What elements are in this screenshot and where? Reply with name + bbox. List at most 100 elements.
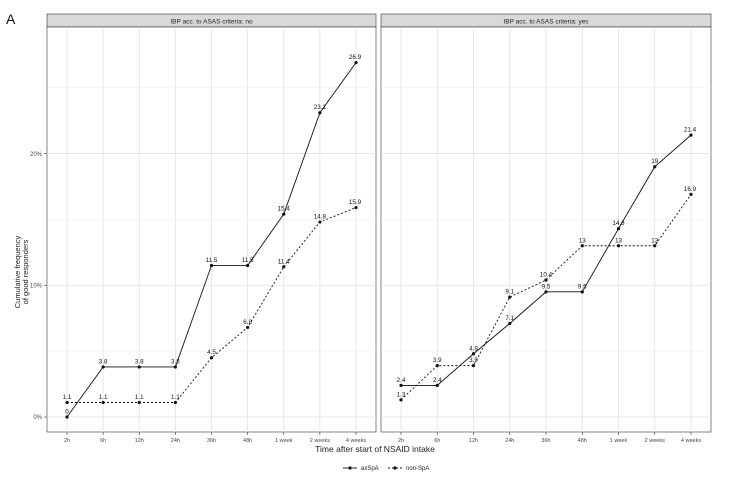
data-label: 15.4 — [278, 206, 291, 213]
data-point — [282, 265, 286, 269]
data-label: 11.5 — [242, 257, 254, 264]
data-label: 3.8 — [135, 358, 144, 365]
data-label: 15.9 — [349, 199, 362, 206]
data-label: 4.5 — [207, 349, 216, 356]
x-tick-label: 36h — [541, 438, 550, 444]
x-tick-label: 48h — [578, 438, 587, 444]
legend-key-point — [348, 466, 352, 470]
panel-2: IBP acc. to ASAS criteria: yes 2h 6h 12h 24h… — [380, 13, 712, 444]
data-label: 13 — [651, 237, 659, 244]
data-label: 3.8 — [171, 358, 180, 365]
data-point — [246, 325, 250, 330]
y-tick-label: 10% — [30, 283, 43, 289]
data-label: 4.8 — [469, 345, 478, 352]
data-label: 2.4 — [397, 377, 406, 384]
data-label: 11.4 — [278, 258, 290, 265]
data-label: 13 — [615, 237, 623, 244]
x-tick-label: 12h — [469, 438, 478, 444]
data-point — [471, 364, 476, 368]
data-label: 9.5 — [542, 283, 551, 290]
data-label: 2.4 — [433, 377, 442, 384]
panels: IBP acc. to ASAS criteria: no 0% 10% 20% 2h 6… — [30, 13, 712, 444]
data-label: 3.8 — [99, 358, 108, 365]
data-point — [616, 227, 621, 231]
data-label: 0 — [65, 409, 69, 416]
data-point — [471, 352, 476, 356]
legend-label: axSpA — [361, 466, 379, 472]
data-label: 1.1 — [171, 394, 180, 401]
panel-1: IBP acc. to ASAS criteria: no 0% 10% 20% 2h 6… — [30, 13, 377, 444]
x-tick-label: 6h — [100, 438, 106, 444]
data-label: 16.9 — [684, 186, 697, 193]
data-point — [508, 321, 512, 326]
data-point — [65, 400, 69, 405]
series-line-non-SpA — [400, 194, 692, 401]
data-point — [689, 133, 693, 137]
data-label: 14.8 — [314, 214, 327, 221]
x-tick-label: 24h — [171, 438, 180, 444]
data-point — [354, 61, 358, 65]
data-point — [653, 165, 657, 169]
data-point — [435, 364, 439, 368]
data-point — [435, 383, 439, 387]
data-point — [616, 244, 621, 248]
x-tick-label: 24h — [505, 438, 514, 444]
data-label: 3.9 — [469, 357, 478, 364]
panel-title: IBP acc. to ASAS criteria: no — [170, 19, 253, 26]
data-point — [246, 263, 250, 268]
data-label: 3.9 — [433, 357, 442, 364]
data-point — [689, 192, 693, 196]
x-tick-label: 2 weeks — [310, 438, 330, 444]
x-tick-label: 2h — [398, 438, 404, 444]
x-tick-label: 6h — [434, 438, 440, 444]
data-point — [209, 263, 214, 268]
y-tick-label: 0% — [33, 415, 42, 421]
data-point — [137, 400, 141, 405]
data-label: 1.1 — [99, 394, 108, 401]
x-tick-label: 48h — [243, 438, 252, 444]
panel-letter: A — [6, 11, 16, 27]
data-point — [354, 205, 358, 210]
data-point — [209, 356, 214, 360]
data-point — [173, 400, 177, 405]
x-tick-label: 2h — [64, 438, 70, 444]
legend-key-point — [393, 466, 397, 470]
x-tick-label: 4 weeks — [346, 438, 366, 444]
data-point — [282, 212, 286, 216]
panel-title: IBP acc. to ASAS criteria: yes — [503, 19, 589, 26]
data-label: 21.4 — [684, 127, 697, 134]
x-axis-title: Time after start of NSAID intake — [315, 444, 435, 454]
data-point — [173, 365, 177, 369]
data-label: 9.5 — [578, 283, 587, 290]
data-point — [653, 244, 657, 248]
y-axis-title-line-2: of good responders — [21, 239, 30, 304]
data-point — [544, 290, 548, 294]
x-tick-label: 1 week — [275, 438, 293, 444]
x-tick-label: 1 week — [610, 438, 628, 444]
data-point — [508, 295, 512, 299]
data-point — [399, 383, 403, 387]
data-point — [318, 111, 322, 115]
y-tick-label: 20% — [30, 152, 43, 158]
data-label: 11.5 — [206, 257, 218, 264]
data-point — [65, 415, 69, 419]
data-point — [544, 278, 548, 282]
data-point — [318, 220, 322, 224]
x-tick-label: 36h — [207, 438, 216, 444]
data-point — [399, 398, 403, 402]
data-label: 13 — [579, 237, 587, 244]
data-label: 14.3 — [612, 220, 625, 227]
data-point — [101, 400, 105, 405]
legend-label: non-SpA — [406, 466, 429, 472]
data-label: 23.1 — [314, 104, 327, 111]
data-label: 1.3 — [397, 391, 406, 398]
x-tick-label: 12h — [135, 438, 144, 444]
data-label: 10.4 — [540, 272, 553, 279]
data-label: 1.1 — [135, 394, 144, 401]
x-tick-label: 4 weeks — [681, 438, 701, 444]
data-label: 7.1 — [505, 315, 514, 322]
data-point — [137, 365, 141, 369]
y-axis-title-line-1: Cumulative frequency — [13, 235, 22, 308]
data-label: 1.1 — [63, 394, 72, 401]
